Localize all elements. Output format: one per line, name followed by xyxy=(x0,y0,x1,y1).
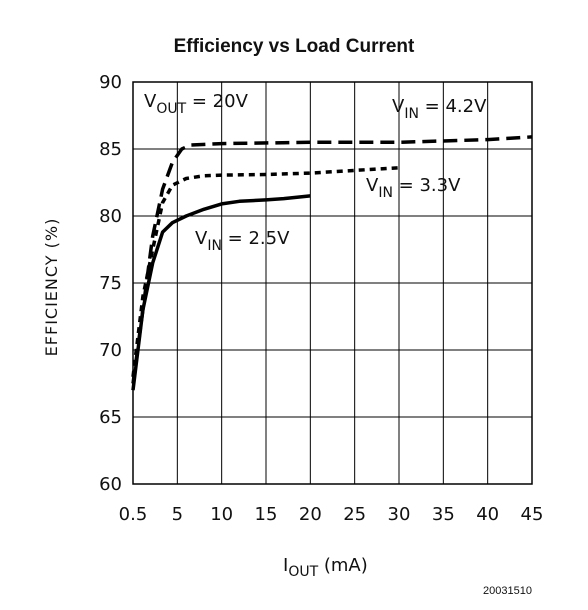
chart-title: Efficiency vs Load Current xyxy=(174,36,415,57)
y-tick-label: 70 xyxy=(99,340,122,361)
series-line xyxy=(131,135,533,384)
y-tick-labels: 60 65 70 75 80 85 90 xyxy=(99,72,122,495)
x-tick-label: 20 xyxy=(299,504,322,525)
y-tick-label: 85 xyxy=(99,139,122,160)
x-tick-labels: 0.5 5 10 15 20 25 30 35 40 45 xyxy=(119,504,544,525)
plot-frame xyxy=(132,81,533,485)
x-axis-label: IOUT (mA) xyxy=(283,555,368,580)
x-tick-label: 35 xyxy=(432,504,455,525)
y-tick-label: 80 xyxy=(99,206,122,227)
series-line xyxy=(131,194,311,391)
x-axis-label-sub: OUT xyxy=(288,564,318,580)
x-axis-label-main: I xyxy=(283,555,288,576)
x-axis-label-unit: (mA) xyxy=(318,555,368,576)
x-tick-label: 15 xyxy=(255,504,278,525)
y-axis-label: EFFICIENCY (%) xyxy=(42,218,61,357)
annotation-vin-4-2: VIN = 4.2V xyxy=(392,96,487,122)
x-tick-label: 0.5 xyxy=(119,504,148,525)
series-line xyxy=(131,166,400,378)
series-group xyxy=(131,135,533,391)
y-tick-label: 60 xyxy=(99,474,122,495)
x-tick-label: 10 xyxy=(210,504,233,525)
y-tick-label: 90 xyxy=(99,72,122,93)
x-tick-label: 5 xyxy=(172,504,183,525)
x-tick-label: 30 xyxy=(388,504,411,525)
annotation-vout: VOUT = 20V xyxy=(144,91,249,117)
x-tick-label: 40 xyxy=(476,504,499,525)
y-tick-label: 65 xyxy=(99,407,122,428)
grid xyxy=(132,81,533,485)
annotation-vin-2-5: VIN = 2.5V xyxy=(195,228,290,254)
y-tick-label: 75 xyxy=(99,273,122,294)
figure-id: 20031510 xyxy=(483,585,532,597)
annotation-vin-3-3: VIN = 3.3V xyxy=(366,175,461,201)
x-tick-label: 25 xyxy=(343,504,366,525)
x-tick-label: 45 xyxy=(521,504,544,525)
